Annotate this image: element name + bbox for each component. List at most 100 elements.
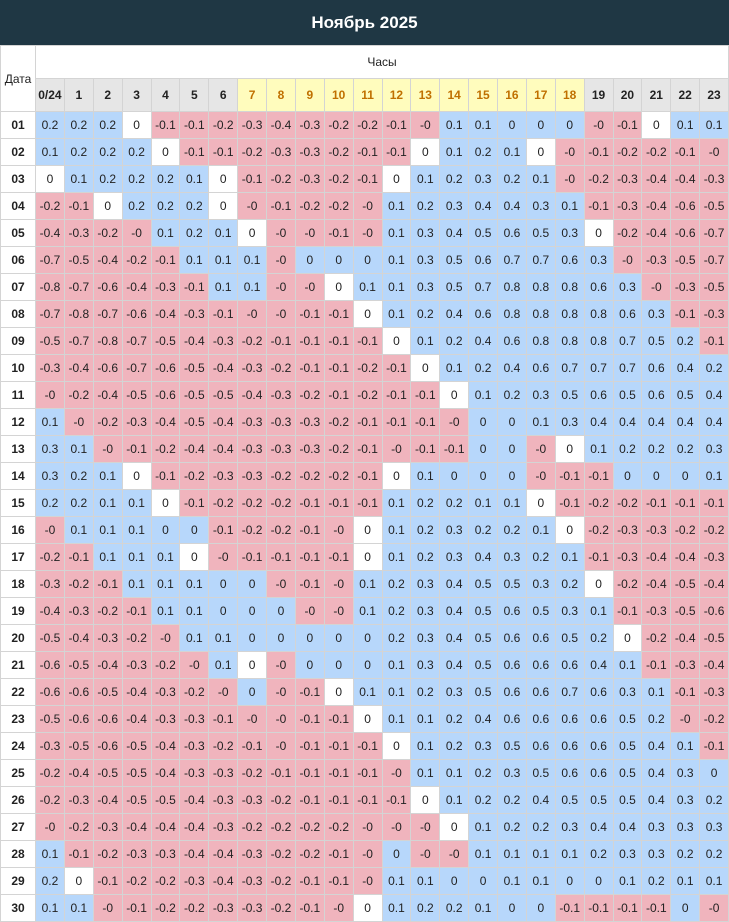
value-cell: 0.1 [410, 165, 441, 193]
value-cell: 0.3 [439, 678, 470, 706]
value-cell: 0 [208, 165, 239, 193]
value-cell: -0.1 [294, 867, 325, 895]
value-cell: 0.1 [381, 516, 412, 544]
value-cell: -0.2 [92, 597, 123, 625]
value-cell: -0.6 [670, 219, 701, 247]
value-cell: 0.3 [410, 273, 441, 301]
value-cell: 0.3 [439, 516, 470, 544]
value-cell: -0.1 [352, 732, 383, 760]
value-cell: 0.4 [583, 651, 614, 679]
value-cell: -0.3 [150, 273, 181, 301]
date-column-header: Дата [0, 45, 36, 112]
table-row: 10 -0.3 -0.4 -0.6 -0.7 -0.6 -0.5 -0.4 -0.3 -0.2 -0… [0, 354, 729, 382]
value-cell: 0.6 [497, 678, 527, 706]
value-cell: 0.1 [121, 489, 152, 517]
value-cell: 0.4 [612, 408, 643, 436]
value-cell: -0.1 [381, 111, 412, 139]
value-cell: -0.1 [352, 489, 383, 517]
value-cell: 0.1 [525, 516, 556, 544]
value-cell: 0.3 [410, 651, 441, 679]
table-row: 28 0.1 -0.1 -0.2 -0.3 -0.3 -0.4 -0.4 -0.3 -0.2 -0.… [0, 840, 729, 868]
value-cell: 0 [294, 246, 325, 274]
value-cell: -0.1 [352, 408, 383, 436]
hour-header: 3 [121, 78, 152, 112]
value-cell: 0.1 [179, 624, 210, 652]
value-cell: -0.3 [294, 435, 325, 463]
value-cell: -0.2 [352, 354, 383, 382]
table-row: 16 -0 0.1 0.1 0.1 0 0 -0.1 -0.2 -0.2 -0.1 -0 0 0.1 0.2… [0, 516, 729, 544]
value-cell: -0.1 [323, 219, 354, 247]
value-cell: 0 [266, 597, 296, 625]
value-cell: 0.2 [410, 516, 441, 544]
value-cell: 0.2 [439, 489, 470, 517]
value-cell: -0.2 [294, 462, 325, 490]
value-cell: -0.3 [208, 327, 239, 355]
value-cell: 0.1 [92, 516, 123, 544]
hour-header: 12 [381, 78, 412, 112]
value-cell: -0.3 [179, 867, 210, 895]
value-cell: 0.1 [439, 354, 470, 382]
value-cell: -0.3 [699, 678, 729, 706]
value-cell: -0.1 [699, 732, 729, 760]
table-row: 30 0.1 0.1 -0 -0.1 -0.2 -0.2 -0.3 -0.3 -0.2 -0.1 -0… [0, 894, 729, 922]
value-cell: -0.2 [266, 462, 296, 490]
value-cell: 0.5 [641, 327, 672, 355]
value-cell: -0.4 [208, 840, 239, 868]
value-cell: 0.1 [381, 867, 412, 895]
value-cell: -0.2 [323, 138, 354, 166]
value-cell: -0.7 [699, 219, 729, 247]
value-cell: -0 [439, 408, 470, 436]
hour-header: 22 [670, 78, 701, 112]
value-cell: 0.1 [381, 273, 412, 301]
value-cell: -0.2 [63, 381, 94, 409]
value-cell: 0.1 [208, 246, 239, 274]
value-cell: 0.3 [35, 435, 65, 463]
value-cell: -0.1 [150, 111, 181, 139]
value-cell: 0.1 [121, 543, 152, 571]
value-cell: 0.1 [497, 867, 527, 895]
value-cell: -0.4 [641, 543, 672, 571]
date-cell: 24 [0, 732, 36, 760]
value-cell: 0.8 [583, 327, 614, 355]
value-cell: -0.1 [323, 327, 354, 355]
value-cell: -0.8 [92, 327, 123, 355]
value-cell: 0 [439, 867, 470, 895]
value-cell: -0.4 [699, 651, 729, 679]
value-cell: 0 [35, 165, 65, 193]
hour-header: 8 [266, 78, 296, 112]
date-cell: 22 [0, 678, 36, 706]
value-cell: 0.1 [150, 597, 181, 625]
value-cell: 0.2 [497, 516, 527, 544]
value-cell: 0.6 [583, 381, 614, 409]
value-cell: 0.5 [612, 705, 643, 733]
value-cell: 0 [323, 273, 354, 301]
value-cell: 0.3 [439, 543, 470, 571]
value-cell: -0.7 [35, 246, 65, 274]
value-cell: 0.4 [670, 354, 701, 382]
value-cell: 0.6 [583, 273, 614, 301]
value-cell: 0 [699, 759, 729, 787]
value-cell: 0.3 [410, 597, 441, 625]
value-cell: 0.1 [468, 489, 498, 517]
value-cell: 0.3 [670, 759, 701, 787]
value-cell: 0.5 [497, 732, 527, 760]
table-row: 02 0.1 0.2 0.2 0.2 0 -0.1 -0.1 -0.2 -0.3 -0.3 -0.2-… [0, 138, 729, 166]
value-cell: 0.4 [468, 543, 498, 571]
value-cell: 0.4 [497, 354, 527, 382]
value-cell: 0.3 [525, 381, 556, 409]
value-cell: -0.3 [641, 246, 672, 274]
value-cell: -0 [612, 246, 643, 274]
value-cell: -0.1 [150, 246, 181, 274]
value-cell: 0.3 [641, 813, 672, 841]
value-cell: 0.3 [497, 759, 527, 787]
value-cell: -0.3 [208, 786, 239, 814]
value-cell: -0 [294, 273, 325, 301]
value-cell: -0.3 [237, 462, 267, 490]
value-cell: 0.2 [554, 570, 585, 598]
value-cell: 0 [554, 111, 585, 139]
value-cell: -0.3 [35, 732, 65, 760]
value-cell: -0.6 [92, 705, 123, 733]
value-cell: 0.1 [35, 840, 65, 868]
value-cell: 0.4 [670, 408, 701, 436]
value-cell: -0.1 [323, 732, 354, 760]
